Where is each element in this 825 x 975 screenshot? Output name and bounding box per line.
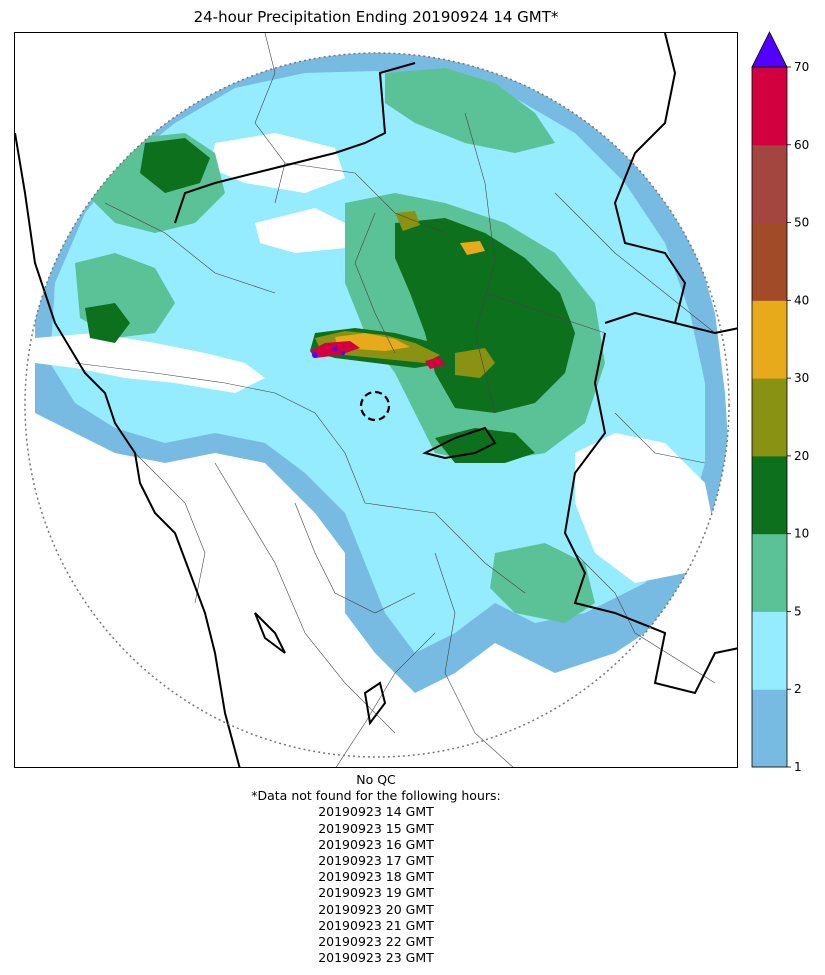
radar-map: [14, 32, 738, 768]
colorbar-bin: [752, 144, 787, 224]
precipitation-map-svg: [15, 33, 737, 767]
colorbar: 1 2 5 10 20 30 40 50 60 70: [751, 30, 825, 774]
precip-gap-south: [55, 488, 345, 757]
colorbar-outline: [751, 66, 788, 768]
colorbar-bin: [752, 611, 787, 690]
missing-data-note: *Data not found for the following hours:: [251, 788, 501, 804]
colorbar-svg: 1 2 5 10 20 30 40 50 60 70: [751, 31, 809, 774]
precip-20-30-center: [455, 348, 495, 378]
colorbar-tick-label: 2: [794, 682, 802, 696]
precip-30-40-north: [460, 241, 485, 255]
precip-gap-center: [255, 208, 355, 253]
precip-10-20-west: [85, 303, 130, 343]
central-enclave: [422, 426, 497, 460]
map-title: 24-hour Precipitation Ending 20190924 14…: [193, 8, 559, 26]
colorbar-bin: [752, 378, 787, 457]
missing-hour: 20190923 23 GMT: [318, 950, 434, 966]
precip-over-70-c: [341, 351, 345, 355]
east-border-lower: [604, 311, 737, 335]
colorbar-tick-label: 40: [794, 293, 809, 307]
colorbar-over-triangle: [751, 31, 788, 68]
south-enclave: [254, 612, 286, 654]
precip-5-10-ne: [385, 68, 555, 153]
colorbar-bin: [752, 222, 787, 301]
colorbar-bin: [752, 67, 787, 146]
colorbar-tick-label: 70: [794, 60, 809, 74]
radar-site-marker: [359, 390, 391, 422]
colorbar-tick-label: 10: [794, 527, 809, 541]
colorbar-tick-label: 50: [794, 216, 809, 230]
colorbar-tick-label: 5: [794, 604, 802, 618]
precip-5-10-se: [490, 543, 595, 623]
precip-over-70-b: [332, 346, 338, 352]
colorbar-bin: [752, 533, 787, 612]
precip-over-70-a: [312, 352, 318, 358]
colorbar-bin: [752, 455, 787, 535]
west-coastline: [15, 132, 241, 767]
precipitation-field: [35, 53, 729, 757]
colorbar-tick-label: 60: [794, 138, 809, 152]
map-footer: No QC *Data not found for the following …: [0, 772, 752, 966]
colorbar-tick-label: 1: [794, 760, 802, 774]
missing-hour: 20190923 16 GMT: [318, 836, 434, 852]
colorbar-bin: [752, 689, 787, 768]
south-island: [363, 681, 387, 726]
colorbar-tick-label: 20: [794, 449, 809, 463]
precip-gap-north: [210, 133, 345, 193]
precip-10-20-north: [140, 138, 210, 193]
qc-note: No QC: [356, 772, 396, 787]
north-border: [174, 62, 416, 224]
precip-gap-west: [35, 333, 265, 393]
precip-60-70-east: [425, 357, 445, 369]
radar-range-ring: [24, 52, 730, 758]
precip-20-30-north: [395, 211, 420, 231]
missing-hour: 20190923 22 GMT: [318, 934, 434, 950]
missing-hour: 20190923 19 GMT: [318, 885, 434, 901]
missing-hour: 20190923 18 GMT: [318, 869, 434, 885]
colorbar-tick-label: 30: [794, 371, 809, 385]
missing-hour: 20190923 21 GMT: [318, 917, 434, 933]
colorbar-bin: [752, 300, 787, 379]
state-boundaries: [15, 33, 737, 767]
missing-hour: 20190923 20 GMT: [318, 901, 434, 917]
east-border-upper: [613, 33, 687, 324]
missing-hour: 20190923 14 GMT: [318, 804, 434, 820]
precip-gap-east: [575, 433, 715, 583]
east-border-south: [563, 332, 737, 695]
district-boundaries: [74, 33, 716, 767]
missing-hour: 20190923 15 GMT: [318, 820, 434, 836]
missing-hour: 20190923 17 GMT: [318, 853, 434, 869]
